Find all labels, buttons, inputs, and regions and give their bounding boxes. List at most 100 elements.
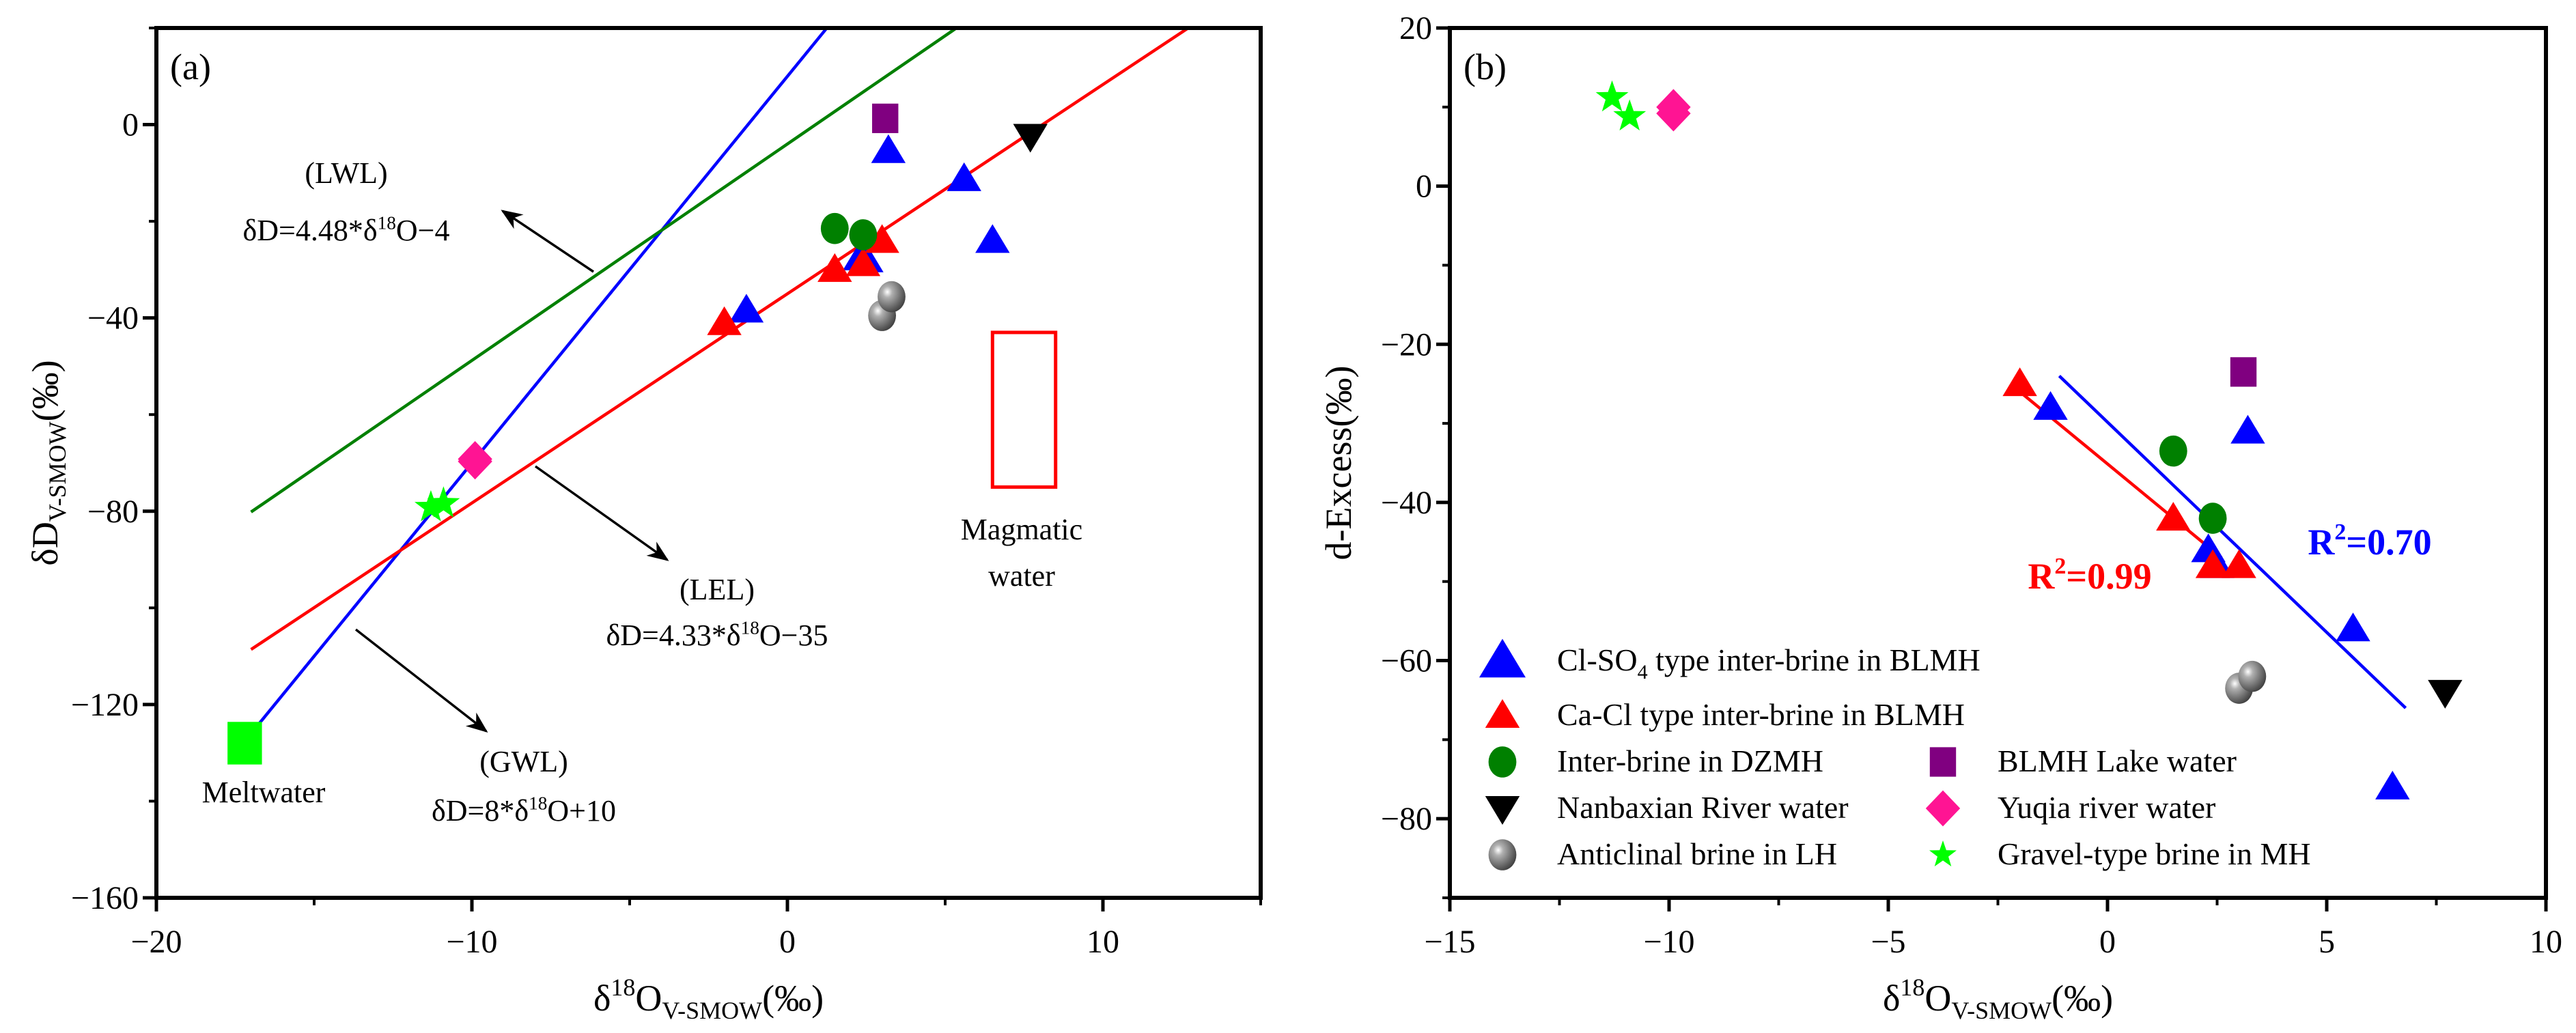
y-tick-label: −60 (1381, 643, 1432, 679)
legend-label: Cl-SO4 type inter-brine in BLMH (1557, 642, 1980, 683)
fit-line-cl-so4-fit (2058, 374, 2407, 709)
x-tick-label: 0 (2099, 924, 2116, 960)
y-tick-label: 20 (1399, 10, 1432, 46)
legend-item: BLMH Lake water (1929, 744, 2237, 778)
data-point-diamond (458, 440, 492, 477)
legend-item: Cl-SO4 type inter-brine in BLMH (1479, 638, 1980, 683)
lel-arrow (534, 465, 669, 561)
gwl-equation: δD=8*δ18O+10 (432, 793, 616, 827)
data-point-triangle-down (1013, 124, 1048, 153)
x-tick-label: −20 (130, 924, 182, 960)
x-tick-label: 0 (779, 924, 796, 960)
legend-label: Yuqia river water (1998, 790, 2215, 825)
x-tick-label: 10 (1087, 924, 1119, 960)
data-point-triangle-up (2222, 549, 2256, 578)
legend-marker-square (1929, 747, 1957, 777)
data-point-triangle-up (2230, 414, 2265, 444)
annotation-magmatic-1: Magmatic (961, 513, 1082, 546)
y-tick-label: −120 (71, 687, 139, 723)
annotation-lel-name: (LEL) (680, 573, 755, 606)
legend-marker-triangle-up (1485, 699, 1520, 728)
data-point-star (1613, 99, 1647, 131)
y-tick-label: 0 (1416, 169, 1432, 205)
legend-marker-circle (1488, 746, 1517, 778)
y-tick-label: −80 (87, 494, 139, 530)
gwl-arrow (354, 628, 488, 733)
legend-item: Yuqia river water (1925, 790, 2215, 827)
x-tick-label: 5 (2319, 924, 2335, 960)
data-point-circle (2198, 503, 2227, 534)
annotation-magmatic-2: water (988, 559, 1055, 593)
r-squared-label: R2=0.99 (2028, 554, 2151, 597)
legend-label: Anticlinal brine in LH (1557, 836, 1837, 871)
data-point-square (872, 103, 899, 133)
panel-b: −15 −10 −5 0 5 10 −80 −60 −40 −20 0 20 δ18OV-SMOW(‰)… (1318, 10, 2562, 1024)
data-point-diamond (1656, 89, 1691, 126)
data-point-sphere (2238, 660, 2267, 692)
data-point-triangle-up (2195, 549, 2230, 578)
data-point-triangle-up (947, 162, 981, 191)
x-tick-label: −10 (446, 924, 497, 960)
data-point-triangle-up (975, 224, 1010, 253)
data-point-triangle-up (845, 247, 881, 277)
data-point-triangle-up (2033, 391, 2068, 420)
data-point-triangle-up (817, 253, 852, 282)
data-point-triangle-up (729, 294, 764, 323)
y-axis-label: d-Excess(‰) (1318, 366, 1359, 561)
panel-a: −20 −10 0 10 −160 −120 −80 −40 0 δ18OV-SMOW(‰) δDV… (25, 26, 1263, 1024)
data-point-circle (820, 212, 849, 244)
annotation-meltwater: Meltwater (202, 776, 326, 809)
magmatic-water-region (990, 330, 1058, 489)
legend-label: BLMH Lake water (1998, 744, 2237, 778)
panel-label: (b) (1464, 46, 1507, 87)
data-point-sphere (878, 281, 906, 313)
plot-frame (154, 26, 1263, 900)
legend-item: Ca-Cl type inter-brine in BLMH (1485, 697, 1965, 732)
panel-label: (a) (170, 46, 211, 87)
x-axis-label: δ18OV-SMOW(‰) (1883, 974, 2113, 1024)
legend: Cl-SO4 type inter-brine in BLMH Ca-Cl typ… (1479, 638, 2311, 871)
data-point-circle (849, 219, 878, 251)
lwl-arrow (501, 210, 594, 273)
fit-line-lwl (250, 27, 957, 513)
legend-marker-star (1929, 840, 1957, 866)
legend-label: Gravel-type brine in MH (1998, 836, 2311, 871)
r-squared-label: R2=0.70 (2308, 520, 2431, 563)
data-point-star (427, 486, 460, 518)
data-point-triangle-up (2156, 502, 2191, 531)
legend-marker-triangle-down (1485, 796, 1520, 825)
data-point-big-square (227, 722, 262, 765)
data-point-triangle-up (707, 306, 742, 335)
data-point-star (415, 490, 447, 522)
legend-marker-diamond (1925, 790, 1961, 827)
fit-line-lel (250, 27, 1189, 651)
legend-item: Gravel-type brine in MH (1929, 836, 2311, 871)
legend-marker-sphere (1488, 839, 1517, 871)
legend-label: Inter-brine in DZMH (1557, 744, 1823, 778)
y-tick-label: −20 (1381, 326, 1432, 363)
legend-label: Ca-Cl type inter-brine in BLMH (1557, 697, 1965, 732)
x-tick-label: −5 (1871, 924, 1905, 960)
data-point-triangle-down (2428, 679, 2463, 709)
data-point-circle (2159, 435, 2187, 467)
data-point-triangle-up (2002, 367, 2037, 397)
legend-item: Nanbaxian River water (1485, 790, 1849, 825)
y-axis-label: δDV-SMOW(‰) (25, 360, 71, 565)
data-point-triangle-up (2375, 770, 2410, 799)
lwl-equation: δD=4.48*δ18O−4 (243, 212, 450, 247)
legend-marker-triangle-up-big (1479, 638, 1526, 678)
legend-label: Nanbaxian River water (1557, 790, 1849, 825)
annotation-gwl-name: (GWL) (479, 745, 568, 778)
data-point-triangle-up (865, 224, 899, 253)
legend-item: Anticlinal brine in LH (1488, 836, 1837, 871)
y-tick-label: −80 (1381, 801, 1432, 837)
annotation-lwl-name: (LWL) (305, 156, 387, 190)
x-tick-label: −15 (1424, 924, 1475, 960)
y-tick-label: −40 (1381, 485, 1432, 521)
data-point-triangle-up (871, 134, 906, 163)
x-axis-label: δ18OV-SMOW(‰) (593, 974, 824, 1024)
data-point-triangle-up (2336, 612, 2370, 642)
data-point-star (1595, 80, 1629, 112)
lel-equation: δD=4.33*δ18O−35 (606, 617, 828, 652)
